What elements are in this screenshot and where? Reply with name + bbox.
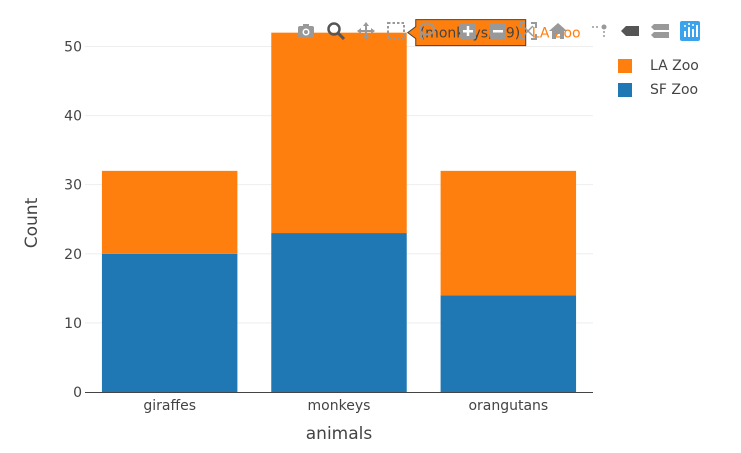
reset-axes-icon[interactable] [546, 19, 570, 43]
zoom-icon[interactable] [324, 19, 348, 43]
bar-sf-zoo-orangutans[interactable] [440, 295, 577, 392]
y-tick-labels: 0 10 20 30 40 50 [64, 39, 82, 401]
bar-sf-zoo-monkeys[interactable] [271, 233, 407, 392]
modebar [294, 18, 708, 44]
bar-la-zoo-giraffes[interactable] [101, 170, 238, 254]
legend-item-sf-zoo[interactable]: SF Zoo [618, 78, 699, 102]
camera-icon[interactable] [294, 19, 318, 43]
bar-la-zoo-orangutans[interactable] [440, 170, 577, 296]
y-tick-label: 30 [64, 178, 82, 194]
hover-closest-icon[interactable] [618, 19, 642, 43]
x-tick-label: monkeys [308, 398, 371, 414]
box-select-icon[interactable] [384, 19, 408, 43]
bar-la-zoo-monkeys[interactable] [271, 32, 407, 234]
y-tick-label: 0 [73, 385, 82, 401]
legend: LA Zoo SF Zoo [618, 54, 699, 102]
zoom-in-icon[interactable] [456, 19, 480, 43]
bars [101, 32, 577, 392]
autoscale-icon[interactable] [516, 19, 540, 43]
legend-swatch-la-zoo [618, 59, 632, 73]
legend-label: SF Zoo [650, 82, 699, 98]
legend-item-la-zoo[interactable]: LA Zoo [618, 54, 699, 78]
pan-icon[interactable] [354, 19, 378, 43]
x-tick-label: orangutans [468, 398, 548, 414]
spike-lines-icon[interactable] [588, 19, 612, 43]
x-tick-labels: giraffes monkeys orangutans [143, 398, 548, 414]
plotly-logo-icon[interactable] [678, 19, 702, 43]
hover-compare-icon[interactable] [648, 19, 672, 43]
y-tick-label: 20 [64, 247, 82, 263]
y-tick-label: 50 [64, 39, 82, 55]
legend-swatch-sf-zoo [618, 83, 632, 97]
y-tick-label: 10 [64, 316, 82, 332]
zoom-out-icon[interactable] [486, 19, 510, 43]
x-axis-title: animals [306, 424, 373, 444]
x-tick-label: giraffes [143, 398, 196, 414]
lasso-icon[interactable] [414, 19, 438, 43]
y-axis-title: Count [22, 197, 42, 248]
legend-label: LA Zoo [650, 58, 699, 74]
bar-sf-zoo-giraffes[interactable] [101, 253, 238, 392]
y-tick-label: 40 [64, 109, 82, 125]
